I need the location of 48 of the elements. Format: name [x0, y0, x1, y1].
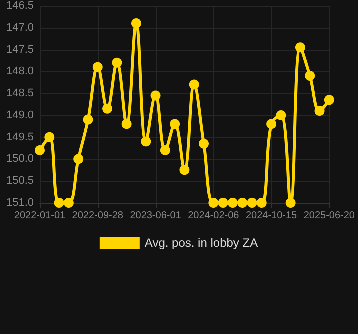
x-tick-label: 2022-01-01: [14, 210, 66, 222]
point: [83, 114, 94, 125]
point: [170, 119, 180, 130]
x-tick-label: 2024-10-15: [246, 210, 298, 222]
y-tick-label: 149.5: [6, 131, 34, 144]
point: [102, 104, 113, 114]
x-tick-label: 2025-06-20: [304, 210, 356, 222]
point: [189, 80, 200, 90]
point: [266, 119, 277, 130]
x-tick-label: 2022-09-28: [72, 210, 124, 222]
point: [218, 198, 228, 208]
point: [247, 198, 258, 208]
x-tick-label: 2024-02-06: [188, 210, 240, 222]
point: [131, 18, 142, 29]
point: [35, 145, 45, 156]
point: [74, 154, 84, 164]
point: [92, 62, 103, 72]
point: [54, 198, 64, 208]
y-tick-label: 148.0: [6, 66, 34, 78]
point: [64, 198, 74, 208]
point: [256, 198, 267, 208]
point: [295, 42, 306, 53]
point: [324, 95, 334, 106]
x-tick-label: 2023-06-01: [130, 210, 182, 222]
point: [160, 145, 170, 156]
point: [122, 119, 132, 130]
point: [305, 71, 316, 82]
point: [208, 198, 219, 208]
point: [199, 138, 210, 149]
y-tick-label: 147.0: [6, 22, 34, 34]
point: [276, 110, 286, 120]
point: [112, 58, 122, 68]
point: [286, 198, 296, 208]
point: [141, 136, 152, 147]
point: [314, 106, 325, 116]
y-tick-label: 149.0: [6, 109, 34, 122]
y-tick-label: 148.5: [6, 88, 34, 100]
point: [228, 198, 238, 208]
point: [238, 198, 248, 208]
point: [150, 90, 161, 101]
legend-label: Avg. pos. in lobby ZA: [144, 236, 258, 250]
y-tick-label: 150.5: [6, 175, 34, 188]
y-tick-label: 146.5: [6, 0, 34, 12]
point: [180, 165, 190, 176]
point: [44, 132, 55, 142]
y-tick-label: 151.0: [6, 197, 34, 209]
y-tick-label: 150.0: [6, 153, 34, 166]
y-tick-label: 147.5: [6, 44, 34, 56]
